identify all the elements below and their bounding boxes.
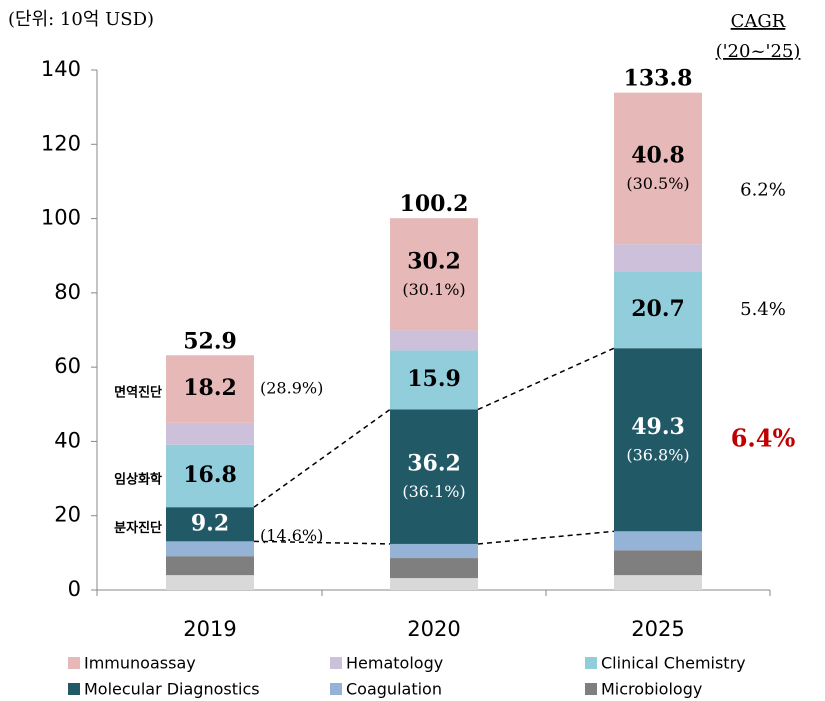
unit-label: (단위: 10억 USD) <box>8 9 154 30</box>
legend-label: Molecular Diagnostics <box>84 680 260 699</box>
legend-label: Microbiology <box>601 680 702 699</box>
bar-segment <box>614 531 702 551</box>
data-label: 16.8 <box>183 462 237 488</box>
bar-segment <box>166 355 254 423</box>
total-label: 133.8 <box>624 66 693 92</box>
total-label: 100.2 <box>400 191 469 217</box>
connector <box>253 540 391 545</box>
legend-swatch <box>585 657 597 669</box>
x-tick-label: 2019 <box>183 617 236 641</box>
bar-segment <box>614 244 702 272</box>
legend-label: Immunoassay <box>84 654 196 673</box>
bar-segment <box>614 550 702 576</box>
data-label: 49.3 <box>631 414 685 440</box>
legend-label: Hematology <box>346 654 443 673</box>
bar-segment <box>614 348 702 532</box>
share-label: (36.1%) <box>402 482 465 501</box>
bar-segment <box>614 271 702 349</box>
bar-segment <box>390 558 478 579</box>
bar-segment <box>614 575 702 590</box>
connector <box>477 530 615 545</box>
legend-swatch <box>585 683 597 695</box>
legend-swatch <box>330 683 342 695</box>
y-tick-label: 140 <box>41 57 81 81</box>
y-tick-label: 100 <box>41 206 81 230</box>
x-tick-label: 2020 <box>407 617 460 641</box>
y-tick-label: 120 <box>41 131 81 155</box>
bar-segment <box>390 350 478 410</box>
x-tick-label: 2025 <box>631 617 684 641</box>
cagr-label: 6.2% <box>740 179 786 200</box>
share-label: (30.1%) <box>402 280 465 299</box>
bar-segment <box>390 409 478 544</box>
bar-segment <box>390 218 478 331</box>
legend-swatch <box>330 657 342 669</box>
korean-label: 임상화학 <box>114 471 162 487</box>
data-label: 15.9 <box>407 366 461 392</box>
share-label: (14.6%) <box>260 526 323 545</box>
y-tick-label: 60 <box>54 354 81 378</box>
y-tick-label: 40 <box>54 428 81 452</box>
bar-segment <box>166 556 254 576</box>
connector <box>477 347 615 411</box>
cagr-label: 5.4% <box>740 299 786 320</box>
bar-segment <box>166 444 254 508</box>
korean-label: 분자진단 <box>114 520 162 536</box>
y-tick-label: 0 <box>68 577 81 601</box>
connector <box>253 408 391 508</box>
share-label: (30.5%) <box>626 174 689 193</box>
bar-segment <box>166 541 254 557</box>
legend-label: Coagulation <box>346 680 442 699</box>
bar-segment <box>390 543 478 559</box>
bar-segment <box>166 507 254 542</box>
bar-segment <box>390 330 478 351</box>
bar-segment <box>166 575 254 590</box>
bar-segment <box>166 422 254 445</box>
cagr-label: 6.4% <box>731 423 796 452</box>
bar-segment <box>390 578 478 590</box>
data-label: 40.8 <box>631 142 685 168</box>
korean-label: 면역진단 <box>114 385 162 401</box>
total-label: 52.9 <box>183 328 237 354</box>
legend-swatch <box>68 683 80 695</box>
cagr-title: CAGR <box>731 11 786 32</box>
data-label: 30.2 <box>407 248 461 274</box>
data-label: 36.2 <box>407 451 461 477</box>
data-label: 20.7 <box>631 296 685 322</box>
data-label: 18.2 <box>183 375 237 401</box>
data-label: 9.2 <box>191 510 229 536</box>
y-tick-label: 20 <box>54 503 81 527</box>
bar-segment <box>614 92 702 245</box>
legend-label: Clinical Chemistry <box>601 654 746 673</box>
share-label: (28.9%) <box>260 379 323 398</box>
legend-swatch <box>68 657 80 669</box>
cagr-period: ('20~'25) <box>716 41 801 62</box>
y-tick-label: 80 <box>54 280 81 304</box>
share-label: (36.8%) <box>626 445 689 464</box>
